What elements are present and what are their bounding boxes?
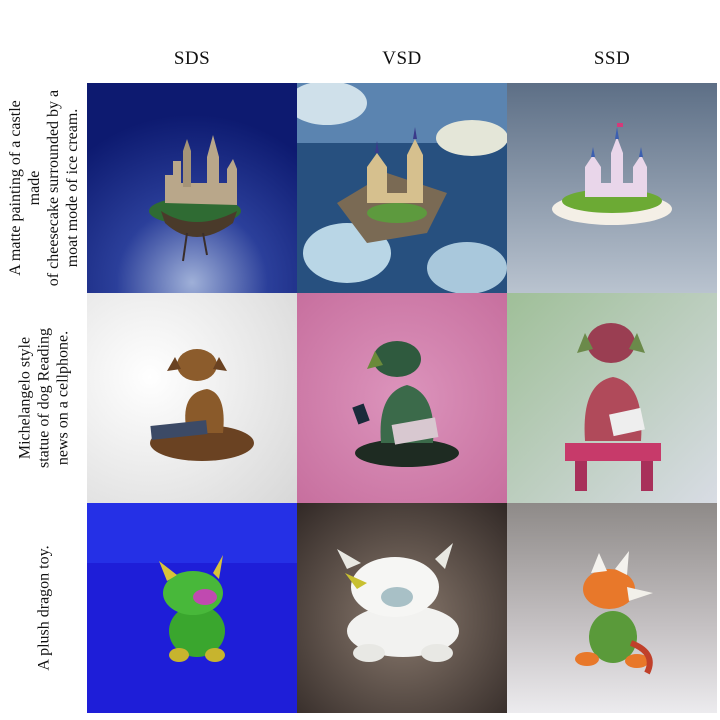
image-dragon-sds xyxy=(87,503,297,713)
column-header-ssd: SSD xyxy=(593,48,631,69)
prompt-line: A plush dragon toy. xyxy=(35,545,53,671)
image-dragon-vsd xyxy=(297,503,507,713)
prompt-line: moat mode of ice cream. xyxy=(64,108,81,268)
prompt-line: A matte painting of a castle made xyxy=(7,100,43,276)
image-dog-sds xyxy=(87,293,297,503)
column-header-sds: SDS xyxy=(173,48,211,69)
image-castle-ssd xyxy=(507,83,717,293)
row-label-dragon: A plush dragon toy. xyxy=(6,503,82,713)
prompt-line: statue of dog Reading xyxy=(35,328,53,468)
image-dog-vsd xyxy=(297,293,507,503)
image-castle-vsd xyxy=(297,83,507,293)
image-dragon-ssd xyxy=(507,503,717,713)
row-label-castle: A matte painting of a castle made of che… xyxy=(6,83,82,293)
image-castle-sds xyxy=(87,83,297,293)
row-label-dog: Michelangelo style statue of dog Reading… xyxy=(6,293,82,503)
prompt-line: of cheesecake surrounded by a xyxy=(45,89,62,287)
prompt-line: Michelangelo style xyxy=(16,336,34,460)
prompt-line: news on a cellphone. xyxy=(54,330,72,466)
column-header-vsd: VSD xyxy=(382,48,422,69)
image-dog-ssd xyxy=(507,293,717,503)
